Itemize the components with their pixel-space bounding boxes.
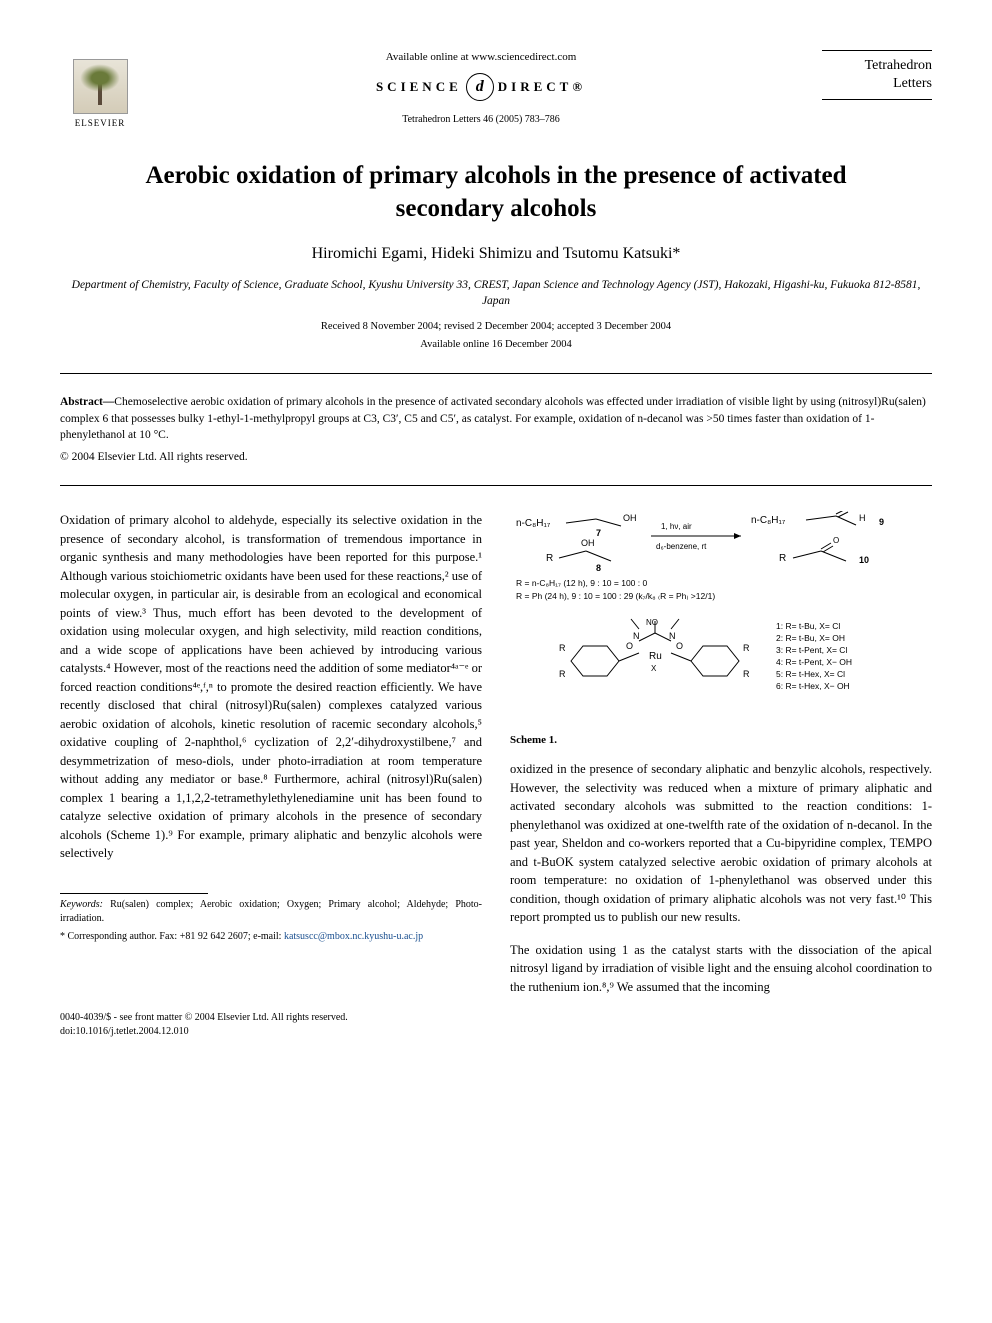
article-dates-received: Received 8 November 2004; revised 2 Dece… <box>60 320 932 335</box>
svg-text:10: 10 <box>859 555 869 565</box>
sciencedirect-right: DIRECT® <box>498 78 586 96</box>
doi-text: doi:10.1016/j.tetlet.2004.12.010 <box>60 1025 348 1039</box>
complex-1: 1: R= t-Bu, X= Cl <box>776 621 840 631</box>
svg-text:O: O <box>676 641 683 651</box>
author-email-link[interactable]: katsuscc@mbox.nc.kyushu-u.ac.jp <box>284 931 423 942</box>
elsevier-tree-icon <box>73 59 128 114</box>
svg-text:X: X <box>651 664 657 673</box>
left-column: Oxidation of primary alcohol to aldehyde… <box>60 511 482 996</box>
article-affiliation: Department of Chemistry, Faculty of Scie… <box>60 277 932 309</box>
publisher-logo-left: ELSEVIER <box>60 50 140 130</box>
svg-text:N: N <box>633 631 640 641</box>
article-title: Aerobic oxidation of primary alcohols in… <box>100 160 892 225</box>
svg-text:OH: OH <box>581 538 595 548</box>
keywords-text: Ru(salen) complex; Aerobic oxidation; Ox… <box>60 899 482 924</box>
svg-text:7: 7 <box>596 528 601 538</box>
complex-4: 4: R= t-Pent, X− OH <box>776 657 852 667</box>
issn-text: 0040-4039/$ - see front matter © 2004 El… <box>60 1011 348 1025</box>
elsevier-label: ELSEVIER <box>75 117 126 130</box>
corresponding-author-footnote: * Corresponding author. Fax: +81 92 642 … <box>60 930 482 944</box>
keywords-label: Keywords: <box>60 899 103 910</box>
svg-text:R: R <box>559 643 566 653</box>
svg-text:O: O <box>833 536 839 545</box>
svg-text:OH: OH <box>623 513 637 523</box>
footnote-separator <box>60 893 208 894</box>
right-column: n-C₈H₁₇ OH 7 1, hν, air d₆-benzene, rt n… <box>510 511 932 996</box>
cond-line-1: R = n-C₈H₁₇ (12 h), 9 : 10 = 100 : 0 <box>516 578 647 588</box>
body-left-para: Oxidation of primary alcohol to aldehyde… <box>60 511 482 863</box>
complex-2: 2: R= t-Bu, X= OH <box>776 633 845 643</box>
divider-above-abstract <box>60 373 932 374</box>
svg-text:R: R <box>779 553 786 564</box>
chemical-scheme-svg: n-C₈H₁₇ OH 7 1, hν, air d₆-benzene, rt n… <box>510 511 932 726</box>
sciencedirect-d-icon: d <box>466 73 494 101</box>
scheme-1-figure: n-C₈H₁₇ OH 7 1, hν, air d₆-benzene, rt n… <box>510 511 932 748</box>
ru-salen-structure: O O Ru X N N NO R R R R <box>559 618 750 679</box>
journal-reference: Tetrahedron Letters 46 (2005) 783–786 <box>160 113 802 127</box>
body-right-para-2: The oxidation using 1 as the catalyst st… <box>510 941 932 997</box>
journal-name-line-1: Tetrahedron <box>822 57 932 75</box>
svg-text:N: N <box>669 631 676 641</box>
footer-issn-row: 0040-4039/$ - see front matter © 2004 El… <box>60 1011 932 1039</box>
header-center: Available online at www.sciencedirect.co… <box>140 50 822 127</box>
available-online-text: Available online at www.sciencedirect.co… <box>160 50 802 65</box>
article-dates-online: Available online 16 December 2004 <box>60 338 932 353</box>
footer-left: 0040-4039/$ - see front matter © 2004 El… <box>60 1011 348 1039</box>
body-right-para-1: oxidized in the presence of secondary al… <box>510 760 932 927</box>
svg-text:O: O <box>626 641 633 651</box>
cond-line-2: R = Ph (24 h), 9 : 10 = 100 : 29 (k₇/k₈ … <box>516 591 715 601</box>
sciencedirect-logo: SCIENCE d DIRECT® <box>160 73 802 101</box>
abstract-block: Abstract—Chemoselective aerobic oxidatio… <box>60 394 932 444</box>
sciencedirect-left: SCIENCE <box>376 78 462 96</box>
divider-below-abstract <box>60 485 932 486</box>
svg-text:n-C₈H₁₇: n-C₈H₁₇ <box>751 515 786 526</box>
svg-text:H: H <box>859 513 866 523</box>
corresponding-text: * Corresponding author. Fax: +81 92 642 … <box>60 931 284 942</box>
abstract-text: Chemoselective aerobic oxidation of prim… <box>60 396 926 441</box>
body-columns: Oxidation of primary alcohol to aldehyde… <box>60 511 932 996</box>
journal-name-line-2: Letters <box>822 75 932 93</box>
keywords-footnote: Keywords: Ru(salen) complex; Aerobic oxi… <box>60 898 482 926</box>
scheme-reagent1: n-C₈H₁₇ <box>516 518 551 529</box>
scheme-caption: Scheme 1. <box>510 732 932 748</box>
journal-title-box: Tetrahedron Letters <box>822 50 932 100</box>
svg-text:9: 9 <box>879 517 884 527</box>
svg-text:R: R <box>743 643 750 653</box>
complex-3: 3: R= t-Pent, X= Cl <box>776 645 847 655</box>
complex-6: 6: R= t-Hex, X− OH <box>776 681 850 691</box>
arrow-bottom-text: d₆-benzene, rt <box>656 542 707 551</box>
svg-text:Ru: Ru <box>649 651 662 662</box>
svg-text:R: R <box>559 669 566 679</box>
arrow-top-text: 1, hν, air <box>661 522 692 531</box>
svg-text:R: R <box>546 553 553 564</box>
svg-text:NO: NO <box>646 618 658 627</box>
scheme-1-diagram: n-C₈H₁₇ OH 7 1, hν, air d₆-benzene, rt n… <box>510 511 932 726</box>
page-header: ELSEVIER Available online at www.science… <box>60 50 932 130</box>
complex-5: 5: R= t-Hex, X= Cl <box>776 669 845 679</box>
svg-text:R: R <box>743 669 750 679</box>
abstract-copyright: © 2004 Elsevier Ltd. All rights reserved… <box>60 449 932 465</box>
article-authors: Hiromichi Egami, Hideki Shimizu and Tsut… <box>60 243 932 265</box>
svg-text:8: 8 <box>596 563 601 573</box>
abstract-label: Abstract— <box>60 396 114 408</box>
